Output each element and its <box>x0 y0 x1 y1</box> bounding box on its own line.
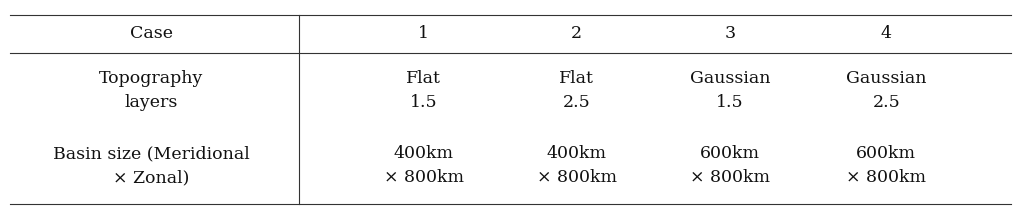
Text: 600km: 600km <box>700 145 760 162</box>
Text: Flat: Flat <box>406 70 441 87</box>
Text: 1: 1 <box>419 25 429 42</box>
Text: 1.5: 1.5 <box>409 94 438 111</box>
Text: Topography: Topography <box>99 70 203 87</box>
Text: 2.5: 2.5 <box>872 94 901 111</box>
Text: 2.5: 2.5 <box>563 94 591 111</box>
Text: × 800km: × 800km <box>846 169 926 186</box>
Text: 600km: 600km <box>857 145 916 162</box>
Text: 2: 2 <box>572 25 582 42</box>
Text: 400km: 400km <box>547 145 606 162</box>
Text: Gaussian: Gaussian <box>690 70 770 87</box>
Text: 400km: 400km <box>394 145 453 162</box>
Text: Gaussian: Gaussian <box>846 70 926 87</box>
Text: × 800km: × 800km <box>537 169 617 186</box>
Text: 4: 4 <box>881 25 891 42</box>
Text: 1.5: 1.5 <box>716 94 744 111</box>
Text: layers: layers <box>125 94 178 111</box>
Text: × 800km: × 800km <box>384 169 464 186</box>
Text: × 800km: × 800km <box>690 169 770 186</box>
Text: × Zonal): × Zonal) <box>113 169 189 186</box>
Text: Case: Case <box>130 25 173 42</box>
Text: Flat: Flat <box>560 70 594 87</box>
Text: Basin size (Meridional: Basin size (Meridional <box>53 145 249 162</box>
Text: 3: 3 <box>725 25 735 42</box>
